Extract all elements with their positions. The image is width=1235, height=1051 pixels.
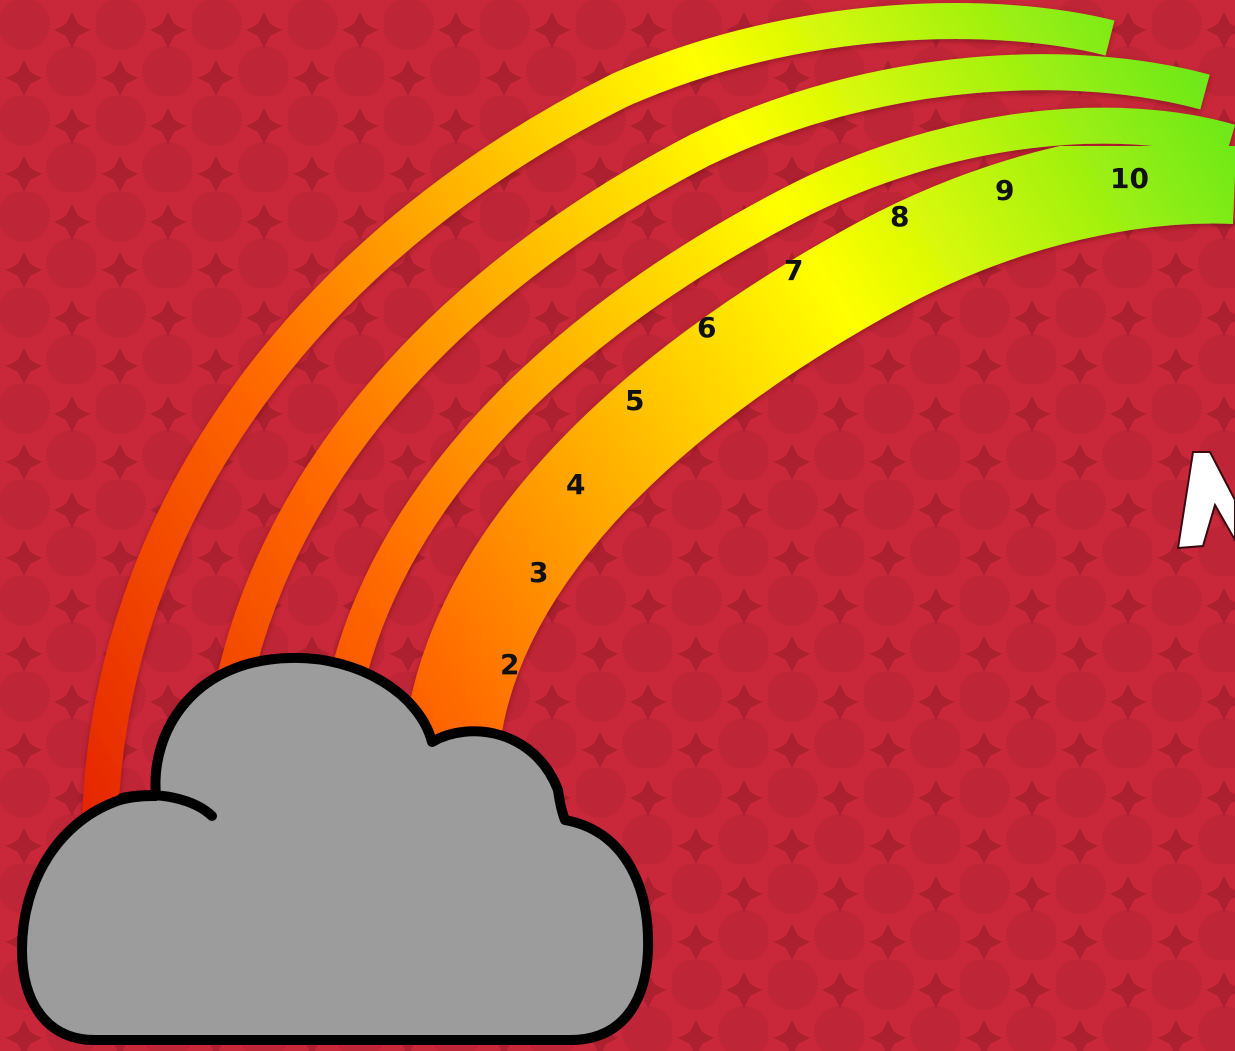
rainbow-arc-third [317, 107, 1235, 766]
scale-label-8: 8 [890, 200, 909, 233]
rainbow-arc-second [202, 54, 1210, 791]
rainbow-arc-outer [82, 3, 1115, 821]
scale-label-9: 9 [995, 174, 1014, 207]
scale-label-5: 5 [625, 384, 644, 417]
cloud-icon [17, 652, 654, 1045]
rainbow-arc-scale [402, 127, 1235, 769]
scale-label-7: 7 [784, 254, 803, 287]
scale-label-4: 4 [566, 468, 585, 501]
cut-off-white-letter [1176, 451, 1235, 550]
scale-label-6: 6 [697, 311, 716, 344]
scale-label-3: 3 [529, 556, 548, 589]
scale-label-2: 2 [500, 648, 519, 681]
scale-label-10: 10 [1110, 162, 1149, 195]
rainbow-arcs [82, 3, 1235, 821]
scale-labels: 1 2 3 4 5 6 7 8 9 10 [484, 162, 1149, 803]
